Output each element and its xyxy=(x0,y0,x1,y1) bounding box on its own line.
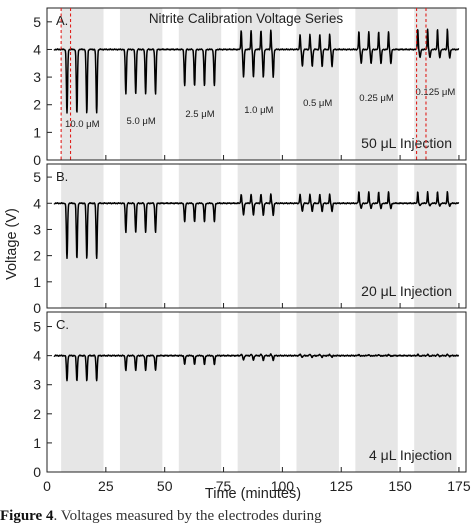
voltage-trace xyxy=(53,353,460,382)
shaded-band xyxy=(178,164,222,308)
shaded-band xyxy=(355,8,398,160)
y-tick-label: 4 xyxy=(33,348,41,364)
shaded-band xyxy=(296,164,339,308)
chart-title: Nitrite Calibration Voltage Series xyxy=(149,11,344,26)
x-tick-label: 100 xyxy=(271,478,295,494)
caption-text: . Voltages measured by the electrodes du… xyxy=(53,508,322,524)
shaded-band xyxy=(296,312,339,472)
y-tick-label: 1 xyxy=(33,124,41,140)
panel-1: 0 1 2 3 4 5 B. 20 μL Injection xyxy=(33,163,467,316)
y-tick-label: 1 xyxy=(33,435,41,451)
plot-frame xyxy=(46,7,467,161)
y-tick-label: 5 xyxy=(33,319,41,335)
shaded-band xyxy=(237,164,281,308)
concentration-label: 10.0 μM xyxy=(65,119,100,130)
shaded-band xyxy=(119,312,163,472)
concentration-label: 2.5 μM xyxy=(185,109,214,120)
y-axis-title: Voltage (V) xyxy=(4,208,20,280)
y-tick-label: 2 xyxy=(33,248,41,264)
x-axis-title: Time (minutes) xyxy=(205,486,301,502)
y-tick-label: 3 xyxy=(33,69,41,85)
y-tick-label: 1 xyxy=(33,274,41,290)
shaded-band xyxy=(414,312,457,472)
y-tick-label: 2 xyxy=(33,97,41,113)
shaded-band xyxy=(119,164,163,308)
panels-group: 0 1 2 3 4 5 A. 50 μL Injection Nitrite Calibrati… xyxy=(33,7,467,480)
shaded-band xyxy=(296,8,339,160)
x-tick-label: 0 xyxy=(43,478,51,494)
panel-letter: A. xyxy=(56,13,68,28)
y-tick-label: 0 xyxy=(33,300,41,316)
injection-label: 50 μL Injection xyxy=(361,135,452,151)
shaded-band xyxy=(414,164,457,308)
panel-letter: C. xyxy=(56,317,69,332)
concentration-label: 1.0 μM xyxy=(244,105,273,116)
caption-figure-number: Figure 4 xyxy=(0,508,54,524)
injection-label: 20 μL Injection xyxy=(361,283,452,299)
shaded-band xyxy=(414,8,457,160)
plot-frame xyxy=(46,163,467,309)
y-tick-label: 0 xyxy=(33,152,41,168)
x-tick-label: 125 xyxy=(330,478,354,494)
y-tick-label: 3 xyxy=(33,377,41,393)
y-tick-label: 4 xyxy=(33,195,41,211)
x-tick-label: 75 xyxy=(216,478,232,494)
x-tick-label: 150 xyxy=(388,478,412,494)
y-tick-label: 5 xyxy=(33,14,41,30)
plot-frame xyxy=(46,311,467,473)
y-tick-label: 3 xyxy=(33,221,41,237)
y-tick-label: 5 xyxy=(33,169,41,185)
shaded-band xyxy=(237,312,281,472)
shaded-band xyxy=(61,312,104,472)
concentration-label: 0.25 μM xyxy=(359,93,394,104)
concentration-label: 5.0 μM xyxy=(127,116,156,127)
panel-letter: B. xyxy=(56,169,68,184)
y-tick-label: 4 xyxy=(33,41,41,57)
voltage-trace xyxy=(53,191,460,260)
voltage-trace xyxy=(53,28,460,114)
axes-labels: Voltage (V) Time (minutes) 0 25 50 75 100 125… xyxy=(4,208,471,502)
y-tick-label: 2 xyxy=(33,406,41,422)
figure-caption: Figure 4. Voltages measured by the elect… xyxy=(0,508,474,528)
x-tick-label: 25 xyxy=(98,478,114,494)
y-tick-label: 0 xyxy=(33,464,41,480)
shaded-band xyxy=(355,312,398,472)
shaded-band xyxy=(178,312,222,472)
injection-label: 4 μL Injection xyxy=(369,447,452,463)
x-tick-label: 50 xyxy=(157,478,173,494)
panel-0: 0 1 2 3 4 5 A. 50 μL Injection Nitrite Calibrati… xyxy=(33,7,467,168)
shaded-band xyxy=(237,8,281,160)
panel-2: 0 1 2 3 4 5 C. 4 μL Injection xyxy=(33,311,467,480)
concentration-label: 0.5 μM xyxy=(303,98,332,109)
x-tick-label: 175 xyxy=(447,478,471,494)
concentration-label: 0.125 μM xyxy=(415,87,455,98)
shaded-band xyxy=(355,164,398,308)
